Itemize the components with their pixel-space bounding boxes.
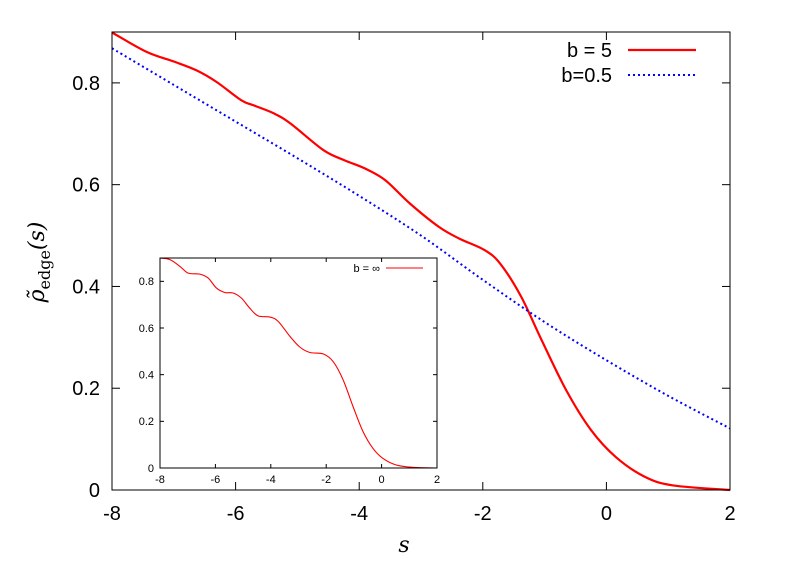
y-tick-label: 0.2 bbox=[139, 416, 154, 428]
inset-plot: -8 -6 -4 -2 0 2 0 0.2 0.4 0.6 0.8 b = ∞ bbox=[139, 257, 440, 486]
x-tick-label: 0 bbox=[601, 503, 612, 525]
y-tick-label: 0 bbox=[148, 463, 154, 475]
x-tick-label: 0 bbox=[379, 474, 385, 486]
series-line-0 bbox=[111, 31, 731, 492]
legend-label: b=0.5 bbox=[561, 65, 612, 87]
x-tick-label: -8 bbox=[103, 503, 121, 525]
main-plot: -8 -6 -4 -2 0 2 0 0.2 0.4 0.6 0.8 b = 5 b=0.5 bbox=[72, 31, 736, 525]
plot-frame bbox=[159, 257, 438, 469]
y-tick-label: 0.8 bbox=[72, 73, 100, 95]
x-tick-label: 2 bbox=[434, 474, 440, 486]
x-tick-label: -4 bbox=[350, 503, 368, 525]
y-label-sub: edge bbox=[35, 250, 54, 289]
svg-text:ρ̃edge(s): ρ̃edge(s) bbox=[25, 222, 54, 304]
x-tick-label: -2 bbox=[321, 474, 331, 486]
inset-background bbox=[160, 258, 437, 468]
x-tick-label: -4 bbox=[266, 474, 276, 486]
y-label-arg: (s) bbox=[25, 222, 50, 250]
legend-label: b = 5 bbox=[567, 40, 612, 62]
series-line-1 bbox=[111, 47, 731, 430]
y-tick-label: 0.8 bbox=[139, 276, 154, 288]
y-tick-label: 0.6 bbox=[72, 175, 100, 197]
x-tick-label: 2 bbox=[724, 503, 735, 525]
y-label-base: ρ̃ bbox=[25, 289, 50, 303]
plot-frame bbox=[111, 31, 731, 491]
y-axis-label: ρ̃edge(s) bbox=[25, 222, 54, 304]
x-tick-label: -6 bbox=[211, 474, 221, 486]
x-axis-label: s bbox=[398, 533, 409, 558]
x-tick-label: -8 bbox=[155, 474, 165, 486]
y-tick-label: 0.4 bbox=[139, 370, 154, 382]
y-tick-label: 0.6 bbox=[139, 323, 154, 335]
legend-label: b = ∞ bbox=[354, 263, 381, 275]
x-tick-label: -2 bbox=[474, 503, 492, 525]
y-tick-label: 0.2 bbox=[72, 378, 100, 400]
x-tick-label: -6 bbox=[227, 503, 245, 525]
y-tick-label: 0 bbox=[89, 480, 100, 502]
series-line-0 bbox=[159, 257, 438, 469]
y-tick-label: 0.4 bbox=[72, 276, 100, 298]
